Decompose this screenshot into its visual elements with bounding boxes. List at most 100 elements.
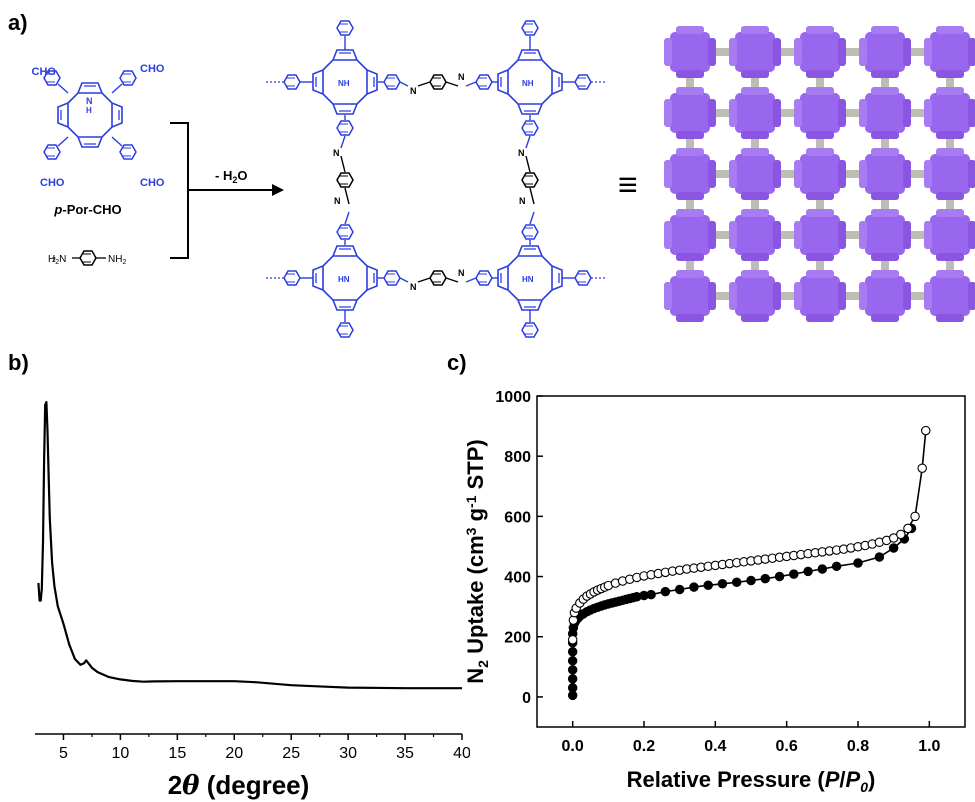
framework-node bbox=[729, 26, 781, 78]
aldehyde-label-br: CHO bbox=[140, 177, 165, 189]
adsorption-point bbox=[888, 543, 899, 553]
adsorption-point bbox=[774, 571, 785, 582]
adsorption-point bbox=[717, 579, 728, 589]
adsorption-line bbox=[571, 527, 913, 696]
diamine-nh2-left: 2 bbox=[52, 257, 56, 264]
x-axis-label: 2θ (degree) bbox=[168, 770, 310, 801]
cof-fragment: N N N N N N N N bbox=[266, 20, 605, 338]
adsorption-point bbox=[746, 575, 756, 586]
x-axis-label: Relative Pressure (P/P0) bbox=[627, 767, 876, 795]
pxrd-chart: 5 10 15 20 25 30 35 40 2θ (degree) bbox=[35, 400, 470, 801]
equivalence-symbol: ≡ bbox=[618, 166, 638, 204]
y-tick-label: 600 bbox=[504, 509, 531, 526]
framework-node bbox=[859, 148, 911, 200]
adsorption-point bbox=[567, 674, 578, 684]
x-tick-label: 0.2 bbox=[633, 738, 655, 755]
svg-text:N: N bbox=[410, 86, 417, 96]
x-tick-label: 1.0 bbox=[918, 738, 940, 755]
monomer-name: p-Por-CHO bbox=[53, 202, 121, 217]
adsorption-point bbox=[803, 566, 813, 577]
desorption-point bbox=[917, 463, 927, 473]
framework-node bbox=[924, 87, 975, 139]
y-tick-label: 1000 bbox=[495, 389, 531, 406]
aldehyde-label-tl: CHO bbox=[32, 66, 57, 78]
svg-text:N: N bbox=[458, 72, 465, 82]
x-tick-label: 20 bbox=[225, 745, 243, 762]
framework-node bbox=[859, 209, 911, 261]
aldehyde-label-bl: CHO bbox=[40, 177, 65, 189]
framework-node bbox=[794, 148, 846, 200]
framework-node bbox=[729, 270, 781, 322]
framework-node bbox=[729, 87, 781, 139]
framework-node bbox=[664, 87, 716, 139]
framework-node bbox=[924, 270, 975, 322]
adsorption-point bbox=[789, 569, 799, 579]
x-tick-label: 10 bbox=[112, 745, 130, 762]
adsorption-point bbox=[674, 584, 685, 595]
svg-text:N: N bbox=[458, 268, 465, 278]
adsorption-point bbox=[567, 683, 578, 693]
monomer-structure: CHO CHO CHO CHO N H p-Por-CHO bbox=[32, 63, 165, 217]
x-tick-label: 30 bbox=[339, 745, 357, 762]
framework-node bbox=[924, 26, 975, 78]
panel-label-a: a) bbox=[8, 10, 28, 35]
svg-text:N: N bbox=[410, 282, 417, 292]
framework-node bbox=[664, 270, 716, 322]
adsorption-point bbox=[567, 647, 578, 657]
framework-node bbox=[664, 148, 716, 200]
x-tick-label: 0.0 bbox=[562, 738, 584, 755]
framework-node bbox=[729, 209, 781, 261]
adsorption-point bbox=[874, 552, 885, 562]
framework-node bbox=[794, 270, 846, 322]
svg-text:N: N bbox=[518, 148, 525, 158]
framework-node bbox=[794, 87, 846, 139]
adsorption-point bbox=[760, 573, 771, 584]
panel-label-c: c) bbox=[447, 350, 467, 375]
adsorption-point bbox=[817, 564, 828, 574]
pxrd-series-line bbox=[37, 400, 462, 690]
y-tick-label: 0 bbox=[522, 690, 531, 707]
framework-node bbox=[924, 209, 975, 261]
x-tick-label: 35 bbox=[396, 745, 414, 762]
framework-node bbox=[859, 87, 911, 139]
x-tick-label: 25 bbox=[282, 745, 300, 762]
svg-text:N: N bbox=[334, 196, 341, 206]
y-axis-label: N2 Uptake (cm3 g-1 STP) bbox=[463, 439, 491, 683]
adsorption-point bbox=[567, 665, 578, 675]
x-tick-label: 0.8 bbox=[847, 738, 869, 755]
desorption-point bbox=[896, 529, 906, 540]
svg-text:H2N: H2N bbox=[48, 254, 66, 266]
adsorption-point bbox=[731, 577, 742, 588]
desorption-point bbox=[921, 425, 931, 436]
condensation-label: - H2O bbox=[215, 168, 247, 185]
aldehyde-label-tr: CHO bbox=[140, 63, 165, 75]
pyrrole-h: H bbox=[86, 106, 92, 115]
desorption-point bbox=[567, 634, 578, 645]
svg-text:HN: HN bbox=[522, 275, 534, 284]
x-tick-label: 15 bbox=[168, 745, 186, 762]
plot-frame bbox=[536, 395, 966, 728]
adsorption-point bbox=[703, 580, 713, 591]
framework-node bbox=[924, 148, 975, 200]
x-tick-label: 0.6 bbox=[776, 738, 798, 755]
svg-text:N: N bbox=[333, 148, 340, 158]
x-tick-label: 40 bbox=[453, 745, 470, 762]
x-tick-label: 0.4 bbox=[704, 738, 726, 755]
y-tick-label: 800 bbox=[504, 449, 531, 466]
x-tick-label: 5 bbox=[59, 745, 68, 762]
desorption-point bbox=[910, 511, 920, 522]
framework-node bbox=[664, 26, 716, 78]
y-tick-label: 200 bbox=[504, 630, 531, 647]
desorption-point bbox=[903, 523, 913, 534]
synthesis-scheme: CHO CHO CHO CHO N H p-Por-CHO 2 H2N NH2 … bbox=[32, 20, 975, 338]
adsorption-point bbox=[660, 586, 671, 597]
diamine-nh2-right: NH2 bbox=[108, 254, 126, 266]
framework-node bbox=[794, 209, 846, 261]
adsorption-point bbox=[831, 561, 842, 572]
framework-node bbox=[729, 148, 781, 200]
adsorption-point bbox=[567, 656, 578, 666]
svg-text:HN: HN bbox=[338, 275, 350, 284]
pyrrole-n: N bbox=[86, 96, 93, 106]
reaction-arrow: - H2O bbox=[170, 122, 284, 259]
svg-text:NH: NH bbox=[522, 79, 534, 88]
